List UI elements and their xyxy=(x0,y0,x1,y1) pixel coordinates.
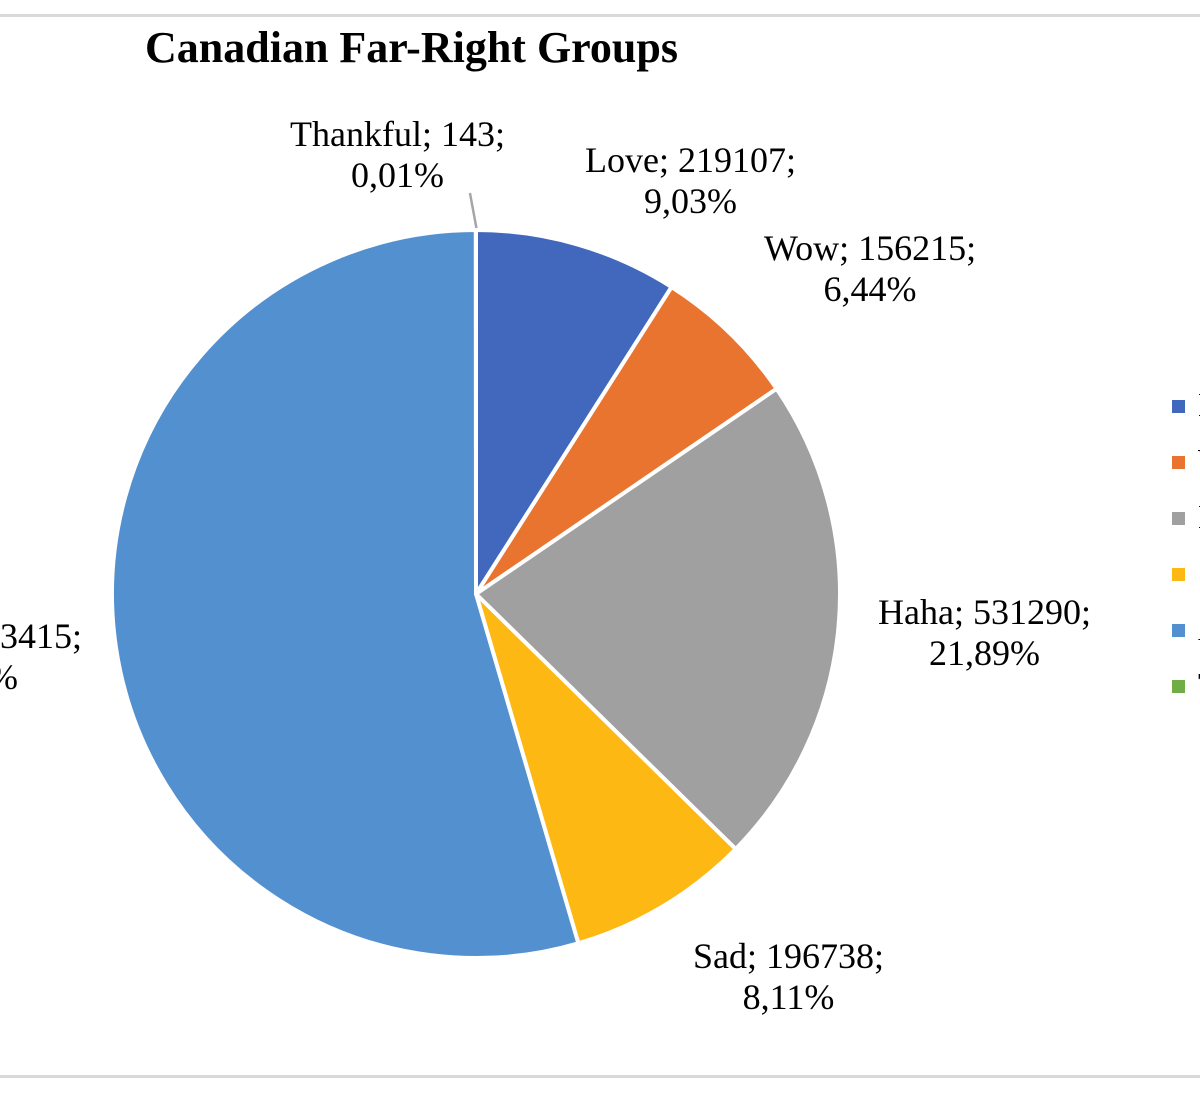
data-label-sad-line1: Sad; 196738; xyxy=(693,936,885,976)
pie-slice-wow xyxy=(474,285,779,596)
data-label-haha: Haha; 531290; 21,89% xyxy=(878,592,1091,674)
legend-label-wow: W xyxy=(1198,443,1200,481)
data-label-wow: Wow; 156215; 6,44% xyxy=(764,228,976,310)
legend-label-love: L xyxy=(1198,387,1200,425)
pie-slice-love xyxy=(474,228,674,596)
legend-label-sad: S xyxy=(1198,555,1200,593)
data-label-wow-line1: Wow; 156215; xyxy=(764,228,977,268)
chart-title: Canadian Far-Right Groups xyxy=(145,23,678,72)
data-label-love: Love; 219107; 9,03% xyxy=(585,140,796,222)
legend-swatch-haha xyxy=(1172,512,1185,525)
legend-swatch-angry xyxy=(1172,624,1185,637)
legend-label-thankful: T xyxy=(1198,667,1200,705)
data-label-thankful-line2: 0,01% xyxy=(350,155,444,195)
data-label-sad: Sad; 196738; 8,11% xyxy=(693,936,884,1018)
top-border xyxy=(0,14,1200,17)
legend-swatch-love xyxy=(1172,400,1185,413)
data-label-love-line1: Love; 219107; xyxy=(585,140,796,180)
data-label-love-line2: 9,03% xyxy=(643,181,737,221)
data-label-thankful-line1: Thankful; 143; xyxy=(290,114,505,154)
pie-slice-angry xyxy=(110,228,581,960)
data-label-wow-line2: 6,44% xyxy=(823,269,917,309)
legend-swatch-wow xyxy=(1172,456,1185,469)
data-label-thankful: Thankful; 143; 0,01% xyxy=(290,114,505,196)
data-label-haha-line2: 21,89% xyxy=(928,633,1040,673)
legend-swatch-sad xyxy=(1172,568,1185,581)
bottom-border xyxy=(0,1075,1200,1078)
data-label-sad-line2: 8,11% xyxy=(742,977,835,1017)
pie-slice-haha xyxy=(474,386,842,852)
data-label-haha-line1: Haha; 531290; xyxy=(878,592,1091,632)
legend-label-angry: A xyxy=(1198,611,1200,649)
thankful-leader-line xyxy=(468,192,478,229)
legend-label-haha: H xyxy=(1198,499,1200,537)
data-label-angry-line1: 3415; xyxy=(0,616,83,656)
data-label-angry-line2: % xyxy=(0,657,82,698)
legend-swatch-thankful xyxy=(1172,680,1185,693)
pie-slice-sad xyxy=(474,592,738,946)
data-label-angry: 3415; % xyxy=(0,616,82,698)
